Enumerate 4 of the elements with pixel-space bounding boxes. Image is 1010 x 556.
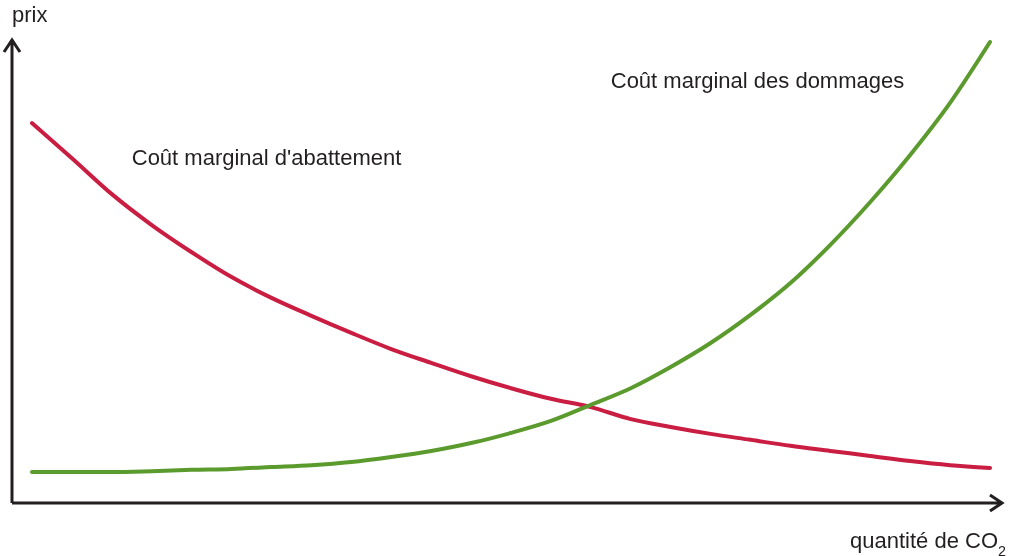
series-label: Coût marginal des dommages <box>610 68 905 94</box>
series-label: Coût marginal d'abattement <box>131 145 402 171</box>
x-axis-title: quantité de CO$_{2}$ <box>850 528 1007 556</box>
y-axis-title: prix <box>12 2 48 27</box>
